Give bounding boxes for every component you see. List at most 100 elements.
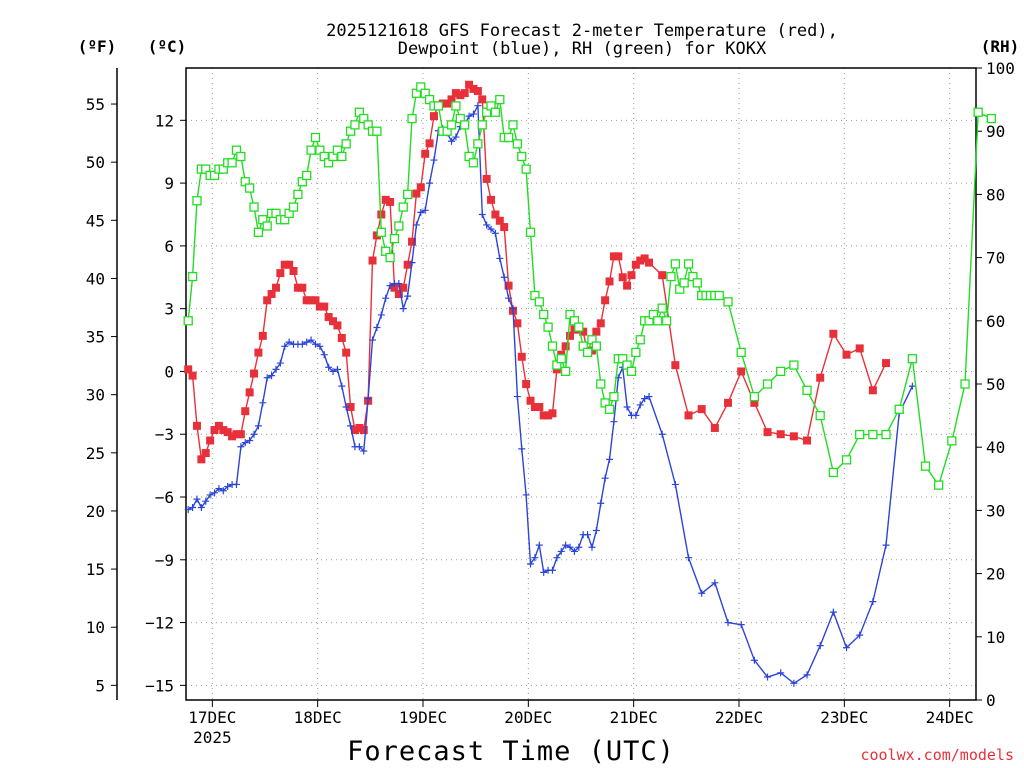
- dewpoint-point: [404, 292, 412, 300]
- dewpoint-point: [790, 679, 798, 687]
- dewpoint-point: [469, 110, 477, 118]
- temperature-point: [596, 319, 605, 328]
- temperature-point: [539, 411, 548, 420]
- rh-point: [402, 189, 413, 200]
- chart-title-line-2: Dewpoint (blue), RH (green) for KOKX: [398, 39, 767, 59]
- dewpoint-point: [816, 642, 824, 650]
- dewpoint-point: [263, 374, 271, 382]
- dewpoint-point: [636, 401, 644, 409]
- dewpoint-point: [531, 554, 539, 562]
- rh-point: [692, 278, 702, 288]
- rh-point: [508, 120, 518, 130]
- rh-tick-label: 60: [986, 312, 1005, 331]
- rh-point: [868, 429, 878, 440]
- dewpoint-point: [724, 619, 732, 627]
- rh-point: [657, 303, 667, 313]
- dewpoint-point: [570, 547, 578, 555]
- dewpoint-point: [584, 531, 592, 539]
- dewpoint-point: [562, 541, 570, 549]
- dewpoint-point: [421, 206, 429, 214]
- dewpoint-point: [241, 439, 249, 447]
- temperature-point: [544, 411, 553, 420]
- rh-point: [534, 297, 544, 307]
- rh-point: [503, 132, 514, 143]
- rh-point: [495, 94, 505, 105]
- temperature-point: [188, 371, 197, 380]
- temperature-point: [609, 252, 618, 261]
- temperature-point: [197, 455, 206, 464]
- dewpoint-point: [513, 393, 521, 401]
- rh-point: [920, 461, 931, 471]
- rh-point: [512, 139, 523, 149]
- temperature-point: [658, 271, 667, 280]
- temperature-point: [855, 344, 864, 353]
- temperature-point: [307, 296, 316, 305]
- rh-point: [477, 120, 487, 130]
- rh-point: [288, 202, 299, 212]
- rh-point: [666, 271, 676, 282]
- dewpoint-point: [303, 338, 311, 346]
- temperature-point: [618, 273, 627, 282]
- temperature-point: [342, 348, 351, 357]
- temperature-point: [394, 290, 403, 299]
- rh-point: [350, 120, 360, 130]
- temperature-point: [315, 302, 324, 311]
- rh-point: [341, 139, 351, 149]
- dewpoint-point: [338, 382, 346, 390]
- plot-frame: [185, 67, 977, 701]
- dewpoint-point: [671, 480, 679, 488]
- rh-point: [596, 379, 606, 389]
- dewpoint-point: [856, 631, 864, 639]
- dewpoint-point: [632, 411, 640, 419]
- rh-point: [192, 196, 202, 206]
- rh-point: [714, 290, 724, 301]
- dewpoint-point: [869, 598, 877, 606]
- dewpoint-point: [500, 273, 508, 281]
- rh-point: [789, 360, 799, 370]
- rh-point: [407, 113, 417, 124]
- temperature-point: [530, 403, 539, 412]
- temperature-point: [763, 428, 772, 437]
- rh-point: [635, 335, 645, 345]
- temperature-point: [697, 405, 706, 414]
- temperature-point: [816, 373, 825, 382]
- temperature-point: [500, 223, 509, 232]
- dewpoint-point: [711, 579, 719, 587]
- temperature-point: [447, 95, 456, 104]
- temperature-point: [245, 388, 254, 397]
- rh-point: [894, 404, 904, 414]
- rh-point: [372, 126, 382, 136]
- dewpoint-point: [548, 566, 556, 574]
- temperature-point: [504, 281, 513, 290]
- temperature-point: [333, 321, 342, 330]
- rh-tick-label: 30: [986, 501, 1005, 520]
- dewpoint-point: [641, 395, 649, 403]
- dewpoint-point: [369, 336, 377, 344]
- rh-tick-label: 100: [986, 59, 1015, 78]
- fahrenheit-tick-label: 35: [86, 328, 105, 347]
- rh-point: [762, 379, 773, 389]
- rh-point: [653, 316, 663, 326]
- temperature-point: [359, 426, 368, 435]
- dewpoint-point: [610, 418, 618, 426]
- dewpoint-point: [522, 491, 530, 499]
- dewpoint-point: [395, 280, 403, 288]
- rh-point: [828, 467, 839, 478]
- temperature-point: [285, 260, 294, 269]
- temperature-point: [526, 396, 535, 405]
- x-tick-label: 19DEC: [399, 708, 447, 727]
- dewpoint-point: [329, 367, 337, 375]
- dewpoint-point: [908, 382, 916, 390]
- temperature-point: [271, 283, 280, 292]
- temperature-point: [214, 421, 223, 430]
- temperature-point: [451, 89, 460, 98]
- x-tick-label: 24DEC: [926, 708, 974, 727]
- dewpoint-point: [219, 487, 227, 495]
- fahrenheit-tick-label: 30: [86, 386, 105, 405]
- rh-point: [521, 164, 531, 174]
- temperature-point: [386, 197, 395, 206]
- dewpoint-point: [535, 541, 543, 549]
- dewpoint-point: [259, 399, 267, 407]
